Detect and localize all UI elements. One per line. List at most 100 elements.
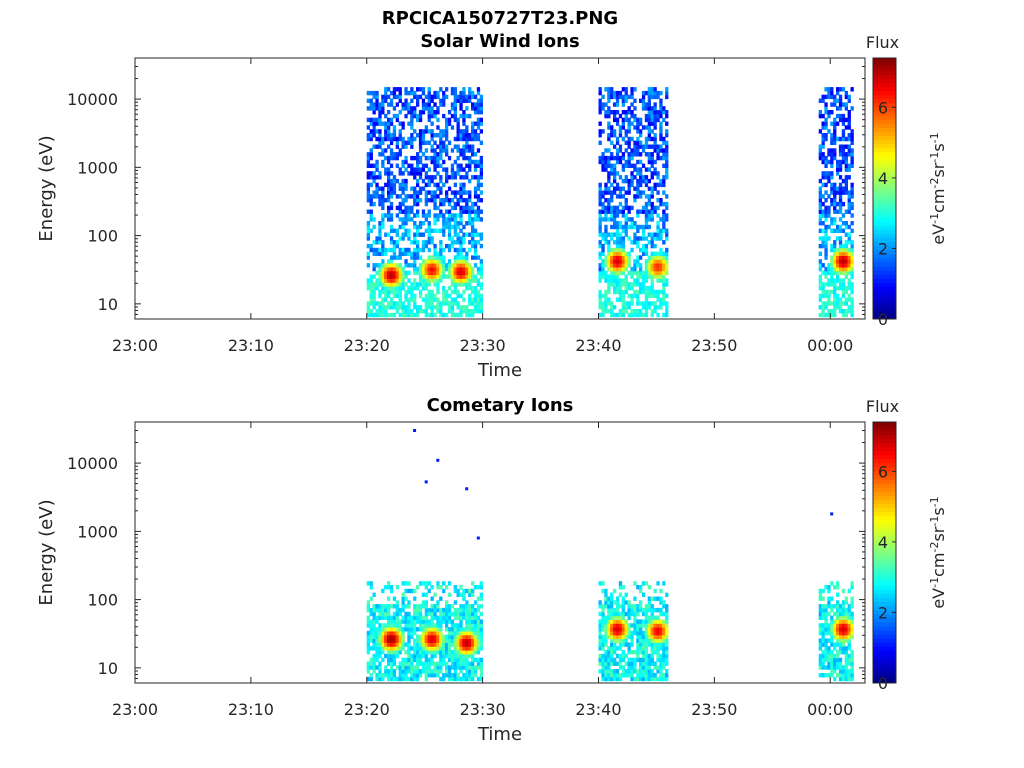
- heatmap-cell: [404, 198, 408, 203]
- heatmap-cell: [424, 592, 428, 597]
- heatmap-cell: [630, 312, 634, 318]
- heatmap-cell: [830, 630, 834, 636]
- heatmap-cell: [445, 266, 449, 272]
- heatmap-cell: [372, 592, 376, 597]
- heatmap-cell: [665, 255, 669, 260]
- heatmap-cell: [392, 125, 397, 130]
- heatmap-cell: [833, 136, 837, 142]
- heatmap-cell: [471, 243, 475, 249]
- heatmap-cell: [844, 243, 848, 249]
- heatmap-cell: [418, 278, 423, 283]
- heatmap-cell: [447, 186, 452, 191]
- colorbar-segment: [873, 434, 896, 439]
- heatmap-cell: [465, 642, 469, 647]
- heatmap-cell: [392, 312, 397, 318]
- heatmap-cell: [462, 596, 466, 601]
- heatmap-cell: [827, 673, 831, 678]
- heatmap-cell: [404, 140, 408, 145]
- heatmap-cell: [607, 110, 611, 115]
- heatmap-cell: [450, 175, 455, 180]
- heatmap-cell: [847, 646, 851, 651]
- heatmap-cell: [850, 140, 854, 145]
- heatmap-cell: [479, 623, 483, 628]
- heatmap-cell: [847, 194, 851, 199]
- heatmap-cell: [627, 627, 631, 632]
- heatmap-cell: [387, 585, 391, 590]
- heatmap-cell: [465, 604, 469, 609]
- colorbar-segment: [873, 306, 896, 312]
- heatmap-cell: [636, 152, 640, 157]
- heatmap-cell: [433, 113, 437, 119]
- heatmap-cell: [427, 289, 431, 295]
- heatmap-cell: [847, 148, 851, 153]
- heatmap-cell: [462, 205, 466, 211]
- heatmap-cell: [389, 301, 394, 306]
- heatmap-cell: [436, 604, 440, 609]
- heatmap-cell: [395, 615, 399, 620]
- heatmap-cell: [445, 661, 449, 666]
- heatmap-cell: [462, 607, 466, 613]
- heatmap-cell: [407, 289, 411, 295]
- heatmap-cell: [453, 110, 457, 115]
- heatmap-cell: [830, 642, 834, 647]
- heatmap-cell: [850, 611, 854, 617]
- heatmap-cell: [404, 676, 408, 682]
- colorbar-segment: [873, 438, 896, 443]
- heatmap-cell: [630, 240, 634, 245]
- heatmap-cell: [413, 665, 417, 670]
- x-tick-label: 23:50: [691, 336, 737, 355]
- heatmap-cell: [479, 209, 483, 214]
- heatmap-cell: [401, 209, 405, 214]
- colorbar-tick-label: 6: [878, 98, 888, 117]
- heatmap-cell: [407, 136, 411, 142]
- heatmap-cell: [627, 665, 631, 670]
- heatmap-cell: [465, 646, 469, 651]
- heatmap-cell: [424, 293, 428, 299]
- heatmap-cell: [430, 646, 434, 651]
- heatmap-cell: [621, 251, 625, 256]
- heatmap-cell: [847, 240, 851, 245]
- heatmap-cell: [613, 209, 617, 214]
- heatmap-cell: [838, 243, 843, 249]
- heatmap-cell: [836, 259, 840, 264]
- heatmap-cell: [378, 194, 382, 199]
- colorbar-segment: [873, 634, 896, 639]
- heatmap-cell: [476, 106, 481, 111]
- heatmap-cell: [465, 607, 469, 613]
- heatmap-cell: [392, 630, 397, 636]
- heatmap-cell: [384, 604, 388, 609]
- heatmap-cell: [410, 194, 414, 199]
- heatmap-cell: [433, 623, 437, 628]
- heatmap-cell: [384, 125, 388, 130]
- heatmap-cell: [665, 155, 669, 161]
- heatmap-cell: [395, 178, 399, 184]
- heatmap-cell: [392, 301, 397, 306]
- heatmap-cell: [844, 596, 848, 601]
- heatmap-cell: [381, 646, 385, 651]
- heatmap-cell: [833, 247, 837, 253]
- heatmap-cell: [647, 305, 651, 310]
- heatmap-cell: [841, 665, 846, 670]
- heatmap-cell: [424, 669, 428, 674]
- heatmap-cell: [479, 596, 483, 601]
- heatmap-cell: [372, 627, 376, 632]
- heatmap-cell: [836, 615, 840, 620]
- heatmap-cell: [398, 263, 402, 268]
- heatmap-cell: [601, 312, 605, 318]
- heatmap-cell: [850, 133, 854, 138]
- heatmap-cell: [601, 209, 605, 214]
- heatmap-cell: [827, 297, 831, 302]
- heatmap-cell: [430, 129, 434, 134]
- heatmap-cell: [416, 669, 420, 674]
- heatmap-cell: [604, 665, 608, 670]
- heatmap-cell: [436, 266, 440, 272]
- heatmap-cell: [427, 638, 431, 643]
- heatmap-cell: [375, 251, 379, 256]
- heatmap-cell: [844, 259, 848, 264]
- heatmap-cell: [621, 615, 625, 620]
- heatmap-cell: [850, 600, 854, 605]
- heatmap-cell: [427, 623, 431, 628]
- heatmap-cell: [659, 588, 663, 594]
- heatmap-cell: [433, 133, 437, 138]
- heatmap-cell: [462, 592, 466, 597]
